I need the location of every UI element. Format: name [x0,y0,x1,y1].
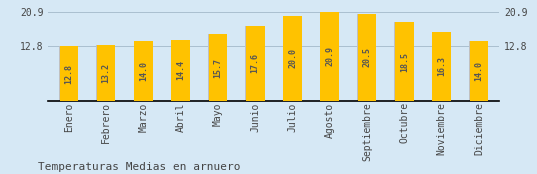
Bar [97,45,115,101]
Bar [432,32,451,101]
Bar [245,26,252,101]
Bar [246,26,265,101]
Bar [469,41,488,101]
Text: 20.5: 20.5 [362,47,372,67]
Text: 14.4: 14.4 [176,60,185,80]
Bar [321,12,339,101]
Bar [59,46,66,101]
Bar [171,40,190,101]
Text: 20.0: 20.0 [288,48,297,68]
Text: 13.2: 13.2 [101,63,111,83]
Bar [60,46,78,101]
Bar [469,41,476,101]
Text: 18.5: 18.5 [400,52,409,72]
Bar [395,22,401,101]
Bar [395,22,413,101]
Bar [96,45,103,101]
Bar [320,12,326,101]
Bar [282,16,289,101]
Bar [208,34,215,101]
Bar [283,16,302,101]
Bar [134,41,140,101]
Text: 20.9: 20.9 [325,46,335,66]
Text: 16.3: 16.3 [437,56,446,76]
Text: 12.8: 12.8 [64,64,74,84]
Bar [209,34,227,101]
Bar [357,14,364,101]
Bar [134,41,153,101]
Text: 15.7: 15.7 [213,58,222,78]
Bar [358,14,376,101]
Text: 14.0: 14.0 [474,61,483,81]
Text: 14.0: 14.0 [139,61,148,81]
Text: 17.6: 17.6 [251,53,260,73]
Bar [432,32,438,101]
Bar [171,40,178,101]
Text: Temperaturas Medias en arnuero: Temperaturas Medias en arnuero [38,162,240,172]
